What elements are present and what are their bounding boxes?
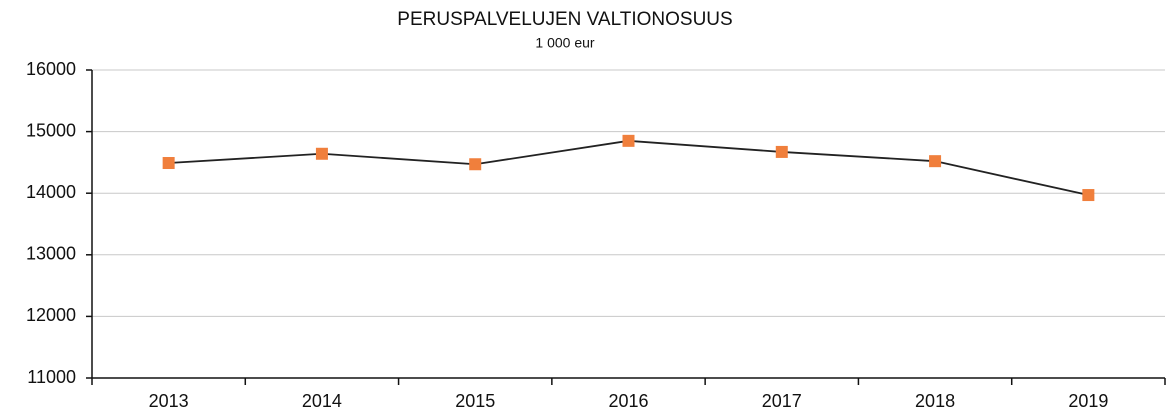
y-tick-label: 12000 <box>26 305 76 325</box>
marker <box>1082 189 1095 202</box>
y-tick-label: 13000 <box>26 244 76 264</box>
y-tick-label: 14000 <box>26 182 76 202</box>
x-tick-label: 2016 <box>608 391 648 411</box>
x-tick-label: 2019 <box>1068 391 1108 411</box>
line <box>168 139 1089 196</box>
marker <box>929 155 942 168</box>
marker <box>775 145 788 158</box>
x-tick-label: 2018 <box>915 391 955 411</box>
chart-title: PERUSPALVELUJEN VALTIONOSUUS <box>397 9 732 30</box>
marker <box>469 158 482 171</box>
y-tick-label: 16000 <box>26 59 76 79</box>
marker <box>622 134 635 147</box>
y-tick-label: 11000 <box>27 367 76 387</box>
chart-subtitle: 1 000 eur <box>535 35 594 51</box>
x-tick-label: 2013 <box>149 391 189 411</box>
marker <box>162 157 175 170</box>
x-tick-label: 2017 <box>762 391 802 411</box>
marker <box>315 147 328 160</box>
x-tick-label: 2014 <box>302 391 342 411</box>
y-tick-label: 15000 <box>26 120 76 140</box>
x-tick-label: 2015 <box>455 391 495 411</box>
